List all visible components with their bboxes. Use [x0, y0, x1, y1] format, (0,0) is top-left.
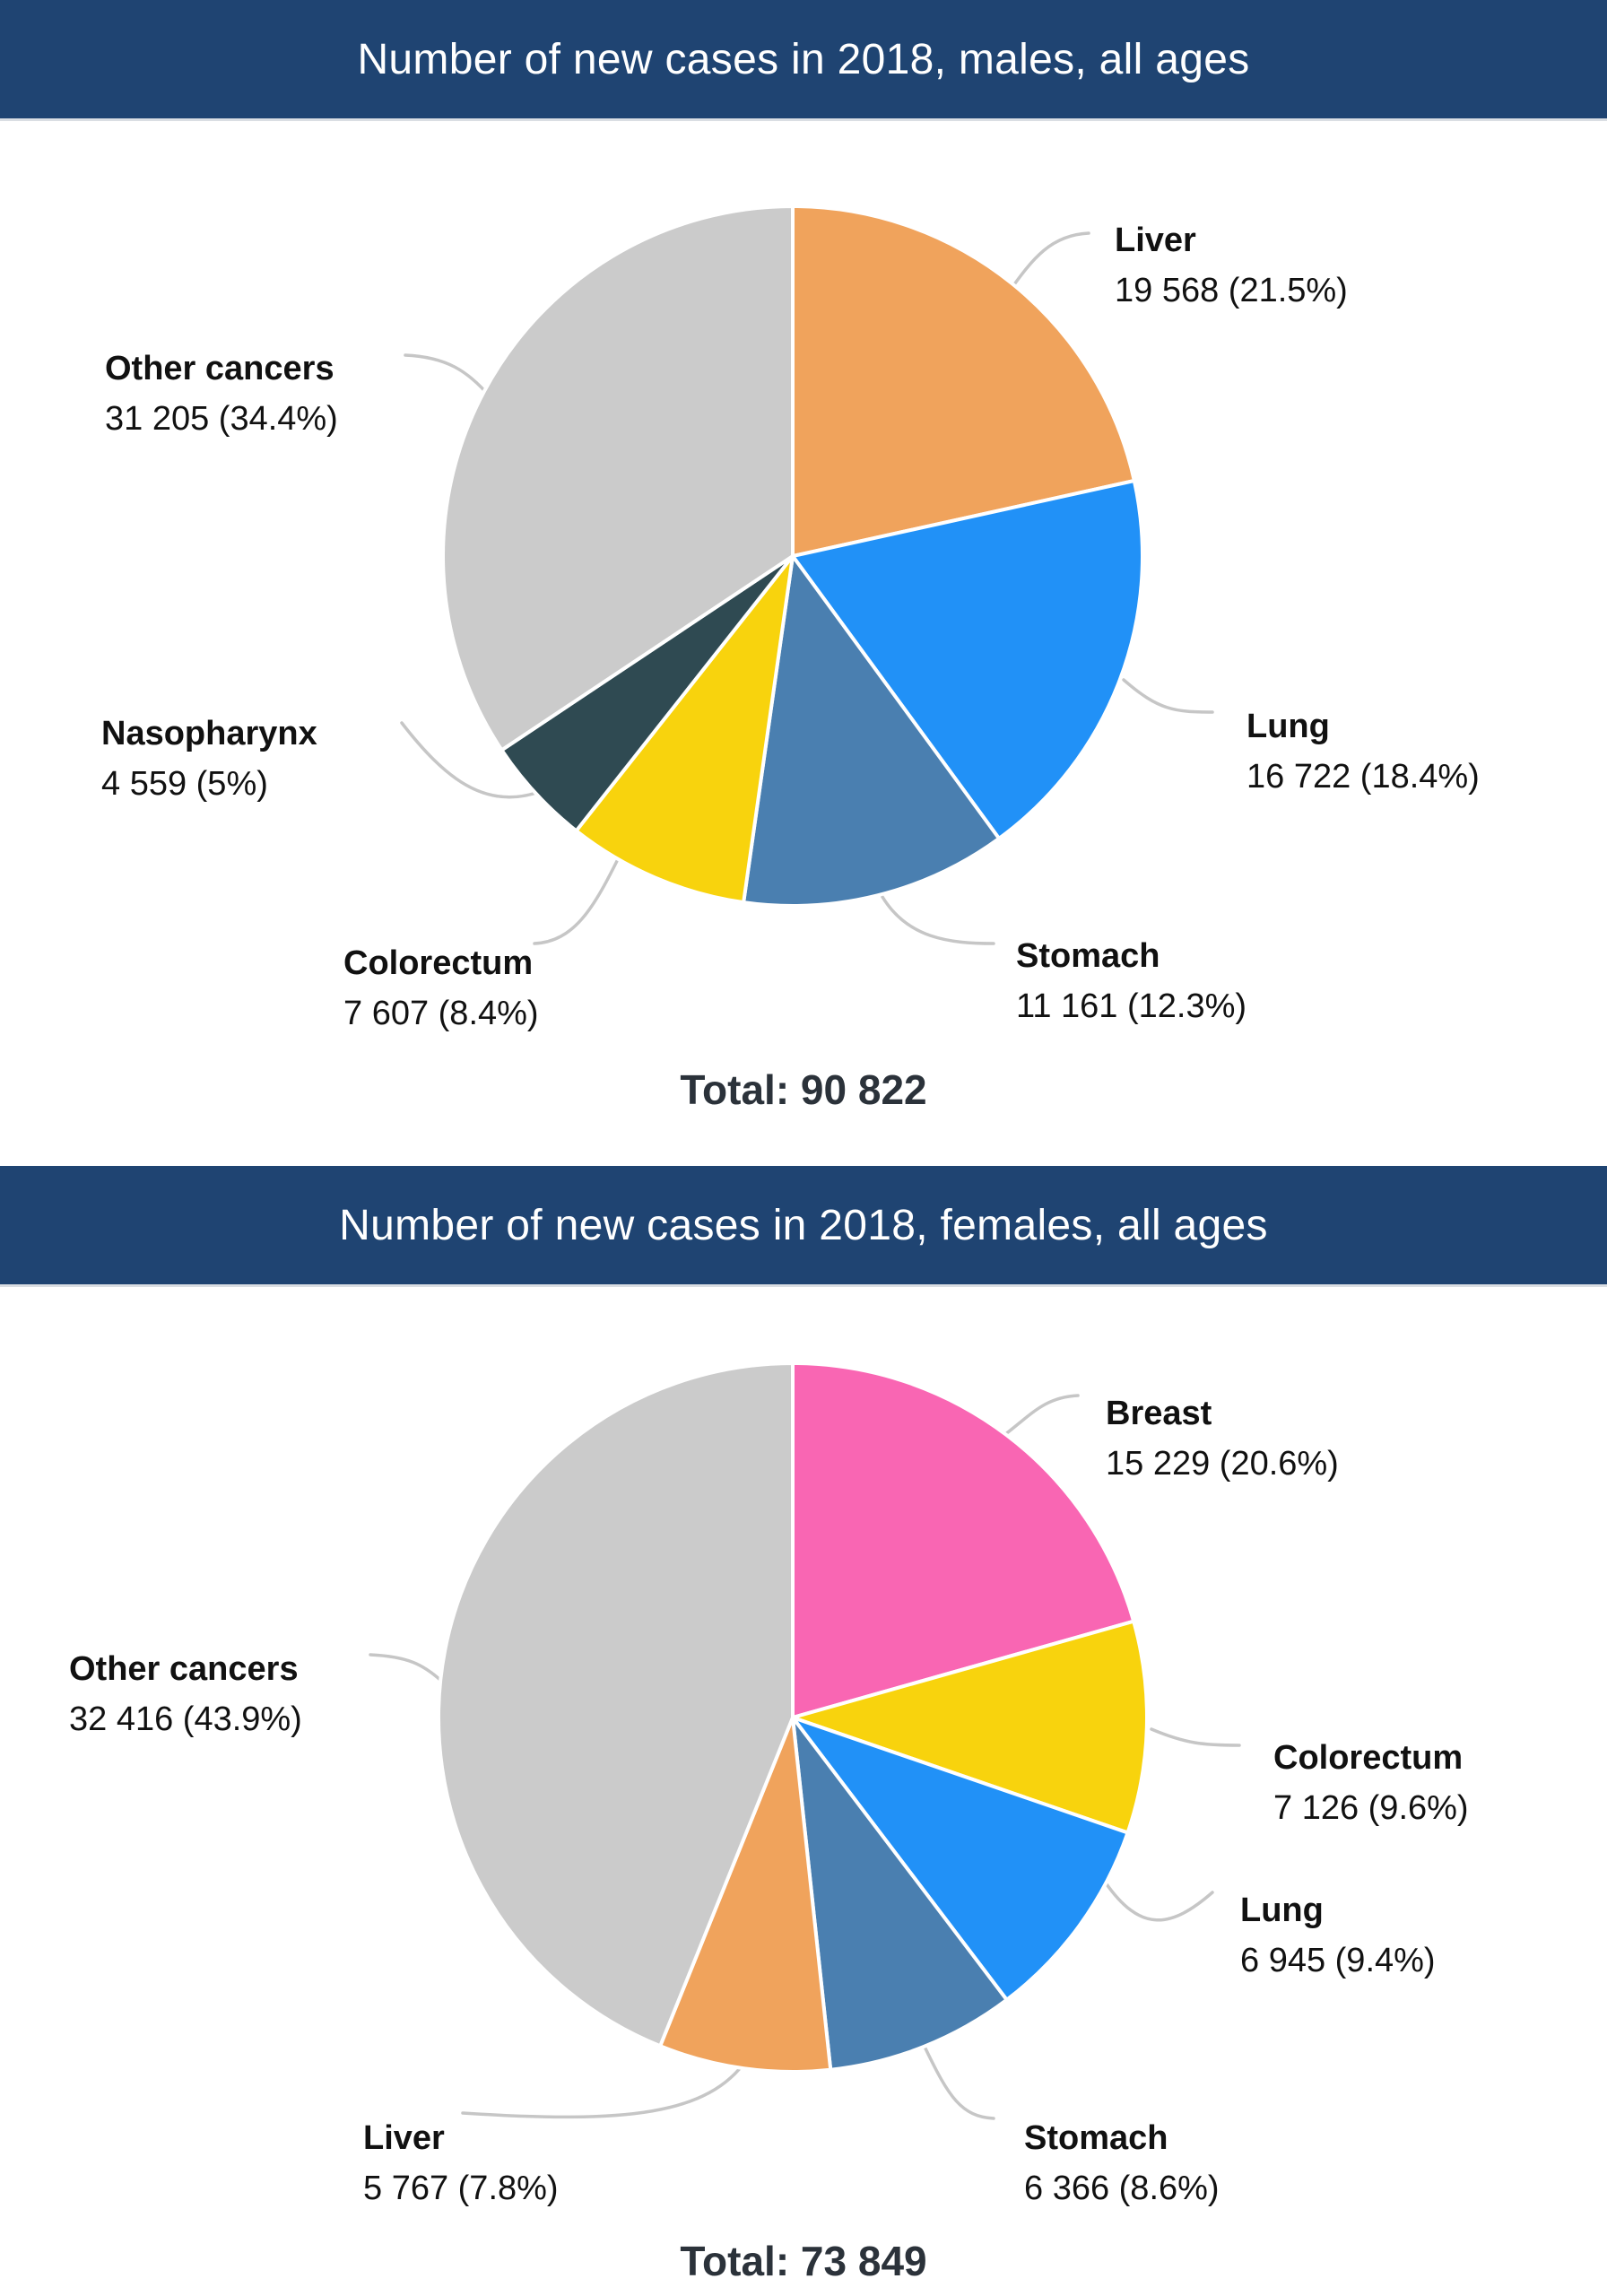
callout-line-males-stomach: [881, 895, 995, 945]
label-females-lung-name: Lung: [1240, 1892, 1324, 1929]
label-females-colorectum-value: 7 126 (9.6%): [1273, 1789, 1469, 1827]
pie-males: [441, 204, 1144, 908]
pie-slice-females-colorectum: [791, 1619, 1149, 1835]
label-females-stomach-name: Stomach: [1024, 2119, 1168, 2157]
label-females-lung: Lung 6 945 (9.4%): [1240, 1885, 1436, 1986]
label-males-nasopharynx-name: Nasopharynx: [101, 715, 317, 752]
label-males-lung-name: Lung: [1247, 708, 1330, 745]
pie-females: [437, 1361, 1149, 2074]
label-males-liver-value: 19 568 (21.5%): [1115, 272, 1348, 309]
label-males-other-cancers-name: Other cancers: [105, 350, 334, 387]
label-females-liver-name: Liver: [363, 2119, 445, 2157]
pie-slice-males-other-cancers: [441, 204, 795, 752]
females-total: Total: 73 849: [680, 2238, 927, 2284]
males-title-bar: Number of new cases in 2018, males, all …: [0, 0, 1607, 121]
males-title: Number of new cases in 2018, males, all …: [357, 35, 1250, 83]
pie-slice-males-colorectum: [574, 554, 795, 905]
label-males-lung-value: 16 722 (18.4%): [1247, 758, 1480, 796]
label-females-breast-value: 15 229 (20.6%): [1106, 1445, 1339, 1483]
label-females-liver: Liver 5 767 (7.8%): [363, 2113, 559, 2213]
callout-line-females-colorectum: [1150, 1727, 1241, 1747]
callout-line-males-other-cancers: [404, 353, 491, 398]
callout-line-females-lung: [1103, 1880, 1214, 1922]
callout-line-females-breast: [995, 1394, 1080, 1442]
females-title: Number of new cases in 2018, females, al…: [339, 1201, 1268, 1249]
pie-slice-females-liver: [658, 1716, 833, 2074]
pie-slice-males-lung: [791, 479, 1144, 840]
label-males-other-cancers-value: 31 205 (34.4%): [105, 400, 338, 438]
label-females-lung-value: 6 945 (9.4%): [1240, 1942, 1436, 1979]
callout-line-females-stomach: [924, 2047, 995, 2120]
females-title-bar: Number of new cases in 2018, females, al…: [0, 1166, 1607, 1287]
callout-line-males-colorectum: [533, 859, 619, 945]
males-total: Total: 90 822: [680, 1066, 927, 1113]
callout-line-females-other-cancers: [369, 1653, 443, 1683]
pie-slice-females-lung: [791, 1716, 1130, 2002]
callout-line-males-lung: [1122, 678, 1214, 714]
label-females-liver-value: 5 767 (7.8%): [363, 2170, 559, 2207]
label-females-colorectum: Colorectum 7 126 (9.6%): [1273, 1733, 1469, 1833]
callout-line-males-nasopharynx: [400, 721, 538, 799]
pie-slice-males-stomach: [742, 554, 1002, 908]
label-females-breast: Breast 15 229 (20.6%): [1106, 1388, 1339, 1489]
label-females-other-cancers-name: Other cancers: [69, 1650, 299, 1688]
label-females-stomach: Stomach 6 366 (8.6%): [1024, 2113, 1220, 2213]
label-males-colorectum-name: Colorectum: [343, 944, 534, 982]
pie-slice-females-breast: [791, 1361, 1136, 1719]
label-females-other-cancers-value: 32 416 (43.9%): [69, 1700, 302, 1738]
label-males-stomach-name: Stomach: [1016, 937, 1160, 975]
pie-slice-females-other-cancers: [437, 1361, 795, 2048]
label-males-colorectum: Colorectum 7 607 (8.4%): [343, 938, 539, 1039]
label-females-breast-name: Breast: [1106, 1395, 1212, 1432]
label-males-colorectum-value: 7 607 (8.4%): [343, 995, 539, 1032]
label-males-stomach: Stomach 11 161 (12.3%): [1016, 931, 1247, 1031]
callout-line-females-liver: [461, 2057, 749, 2119]
males-callout-lines: [400, 231, 1214, 945]
label-males-stomach-value: 11 161 (12.3%): [1016, 987, 1247, 1025]
pie-slice-males-liver: [791, 204, 1136, 558]
label-females-colorectum-name: Colorectum: [1273, 1739, 1464, 1777]
label-males-nasopharynx-value: 4 559 (5%): [101, 765, 268, 803]
callout-line-males-liver: [1008, 231, 1090, 292]
label-males-liver: Liver 19 568 (21.5%): [1115, 215, 1348, 316]
label-males-lung: Lung 16 722 (18.4%): [1247, 701, 1480, 802]
pie-slice-females-stomach: [791, 1716, 1009, 2072]
label-females-other-cancers: Other cancers 32 416 (43.9%): [69, 1644, 302, 1744]
label-males-nasopharynx: Nasopharynx 4 559 (5%): [101, 709, 317, 809]
label-males-liver-name: Liver: [1115, 222, 1196, 259]
label-males-other-cancers: Other cancers 31 205 (34.4%): [105, 344, 338, 444]
label-females-stomach-value: 6 366 (8.6%): [1024, 2170, 1220, 2207]
